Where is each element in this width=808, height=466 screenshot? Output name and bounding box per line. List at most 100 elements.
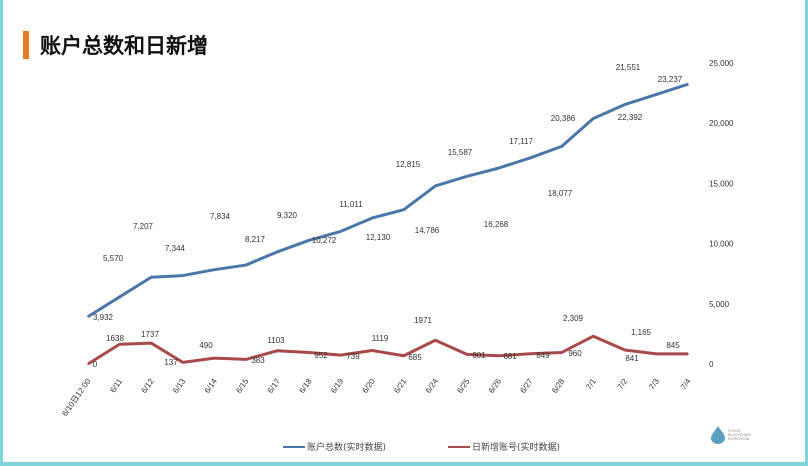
x-tick-label: 6/25 — [455, 377, 472, 395]
daily-new-point — [624, 349, 626, 351]
total-accounts-data-label: 17,117 — [509, 137, 533, 146]
daily-new-data-label: 1119 — [372, 334, 389, 343]
x-tick-label: 6/21 — [392, 377, 409, 395]
daily-new-data-label: 841 — [625, 354, 639, 363]
line-chart: 0 5,000 10,000 15,000 20,000 25,000 6/10日12:00… — [60, 59, 734, 418]
total-accounts-data-label: 14,786 — [415, 226, 440, 235]
daily-new-point — [466, 353, 468, 356]
total-accounts-data-label: 23,237 — [658, 75, 683, 84]
x-tick-label: 6/27 — [518, 377, 535, 395]
total-accounts-data-label: 7,207 — [133, 222, 154, 231]
daily-new-point — [181, 361, 184, 364]
daily-new-data-label: 1971 — [414, 316, 432, 325]
daily-new-point — [655, 353, 658, 355]
daily-new-data-label: 849 — [536, 351, 550, 360]
total-accounts-point — [339, 230, 342, 233]
total-accounts-point — [687, 83, 689, 86]
y-tick-label: 5,000 — [709, 300, 730, 309]
daily-new-data-label: 137 — [164, 358, 178, 367]
total-accounts-point — [276, 250, 279, 253]
total-accounts-data-label: 12,815 — [396, 160, 421, 169]
x-tick-label: 6/14 — [203, 377, 220, 395]
x-tick-label: 6/26 — [487, 377, 504, 395]
daily-new-data-label: 1638 — [106, 334, 124, 343]
daily-new-point — [371, 349, 374, 352]
total-accounts-point — [560, 145, 563, 148]
total-accounts-data-label: 16,268 — [484, 220, 509, 229]
total-accounts-data-label: 18,077 — [548, 189, 573, 198]
daily-new-point — [150, 342, 152, 344]
page-title: 账户总数和日新增 — [40, 34, 208, 58]
daily-new-point — [529, 352, 531, 355]
total-accounts-point — [118, 296, 121, 298]
daily-new-data-label: 960 — [568, 349, 582, 358]
total-accounts-point — [403, 208, 405, 211]
y-tick-label: 10,000 — [709, 240, 734, 249]
total-accounts-data-label: 12,130 — [366, 233, 391, 242]
daily-new-point — [434, 339, 437, 342]
x-tick-label: 7/2 — [616, 377, 630, 392]
daily-new-data-label: 685 — [408, 353, 422, 362]
daily-new-point — [118, 343, 121, 346]
legend-label-total: 账户总数(实时数据) — [307, 443, 387, 453]
y-tick-label: 0 — [709, 360, 714, 369]
daily-new-data-label: 845 — [666, 341, 680, 350]
daily-new-point — [339, 354, 342, 356]
total-accounts-point — [497, 167, 500, 169]
x-tick-label: 6/17 — [266, 377, 283, 395]
daily-new-point — [687, 353, 689, 355]
total-accounts-point — [245, 264, 247, 266]
total-accounts-data-label: 8,217 — [245, 235, 266, 244]
total-accounts-data-label: 22,392 — [618, 113, 643, 122]
x-tick-label: 6/10日12:00 — [60, 377, 93, 418]
total-accounts-data-label: 15,587 — [448, 148, 473, 157]
total-accounts-data-label: 7,344 — [165, 244, 186, 253]
x-tick-label: 6/13 — [171, 377, 188, 395]
daily-new-point — [497, 355, 500, 357]
x-tick-label: 6/15 — [234, 377, 251, 395]
total-accounts-point — [529, 157, 531, 159]
total-accounts-point — [371, 217, 374, 219]
total-accounts-point — [213, 268, 216, 271]
daily-new-data-label: 1103 — [267, 336, 285, 345]
water-drop-logo-icon — [711, 426, 725, 444]
x-tick-label: 7/3 — [647, 377, 661, 392]
total-accounts-data-label: 7,834 — [210, 212, 231, 221]
daily-new-point — [276, 349, 279, 352]
x-tick-label: 7/1 — [584, 377, 598, 392]
total-accounts-data-label: 10,272 — [312, 236, 337, 245]
total-accounts-point — [655, 93, 658, 96]
x-tick-label: 6/20 — [361, 377, 378, 395]
title-accent-bar — [23, 31, 29, 59]
daily-new-point — [560, 351, 563, 354]
daily-new-series-line — [87, 334, 689, 366]
daily-new-data-label: 801 — [472, 351, 486, 360]
total-accounts-data-label: 3,932 — [93, 313, 114, 322]
daily-new-data-label: 2,309 — [563, 314, 584, 323]
daily-new-point — [308, 351, 310, 354]
total-accounts-data-label: 9,320 — [277, 211, 298, 220]
x-tick-label: 6/19 — [329, 377, 346, 395]
total-accounts-data-label: 5,570 — [103, 254, 124, 263]
total-accounts-data-label: 11,011 — [339, 200, 363, 209]
total-accounts-series-line — [87, 82, 689, 318]
daily-new-data-label: 739 — [346, 352, 360, 361]
total-accounts-point — [181, 274, 184, 277]
legend-label-daily: 日新增账号(实时数据) — [472, 443, 561, 453]
y-tick-label: 25,000 — [709, 59, 734, 68]
legend-swatch-daily — [448, 445, 470, 448]
y-tick-label: 15,000 — [709, 179, 734, 188]
x-tick-label: 6/11 — [108, 377, 124, 395]
daily-new-data-label: 1,165 — [631, 328, 652, 337]
x-tick-label: 7/4 — [679, 377, 693, 392]
logo-text: FOCUS BLOCKCHAIN EXPEDITION — [728, 429, 751, 441]
daily-new-point — [87, 363, 89, 365]
daily-new-data-label: 0 — [93, 360, 98, 369]
legend-item-daily: 日新增账号(实时数据) — [448, 440, 560, 453]
total-accounts-point — [434, 185, 437, 187]
legend-item-total: 账户总数(实时数据) — [283, 440, 386, 453]
daily-new-data-label: 681 — [503, 352, 517, 361]
total-accounts-point — [592, 117, 595, 120]
daily-new-point — [245, 358, 247, 361]
